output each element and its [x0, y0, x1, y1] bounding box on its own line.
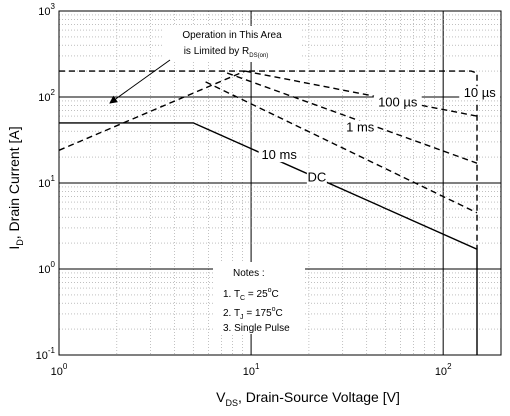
rds-annotation-line2: is Limited by RDS(on) — [184, 46, 269, 59]
y-axis-label-rest: , Drain Current [A] — [6, 126, 22, 239]
x-tick-label: 101 — [243, 362, 260, 378]
notes-item-3: 3. Single Pulse — [223, 323, 290, 334]
notes-item-1: 1. TC = 25oC — [223, 287, 279, 302]
notes-item-1-sub: C — [240, 295, 245, 302]
notes-box-background — [213, 262, 305, 334]
y-tick-label: 102 — [38, 88, 55, 104]
series-10-ms-line — [205, 81, 478, 214]
notes-item-1-unit: C — [272, 289, 279, 300]
rds-annotation-box — [164, 26, 302, 62]
plot-frame — [58, 10, 502, 356]
series-label-10-us: 10 µs — [464, 85, 497, 100]
series-label-bg-100-us — [373, 95, 422, 110]
x-axis-label-rest: , Drain-Source Voltage [V] — [238, 389, 400, 405]
series-label-1-ms: 1 ms — [346, 119, 375, 134]
y-tick-label: 101 — [38, 174, 55, 190]
series-label-bg-10-us — [459, 86, 501, 101]
notes-item-1-value: = 25 — [245, 289, 268, 300]
y-tick-labels: 10-1 100 101 102 103 — [36, 2, 56, 362]
notes-item-1-sup: o — [268, 287, 272, 294]
notes-item-2-prefix: 2. T — [223, 308, 240, 319]
x-axis-label-sub: DS — [225, 398, 238, 408]
series-label-dc: DC — [307, 169, 326, 184]
y-tick-label: 103 — [38, 2, 55, 18]
series-dc-line — [59, 122, 478, 355]
series-1-ms-line — [226, 72, 478, 164]
notes-title: Notes : — [233, 268, 265, 279]
x-axis-label: VDS, Drain-Source Voltage [V] — [216, 389, 400, 408]
notes-item-1-prefix: 1. T — [223, 289, 240, 300]
x-tick-label: 100 — [51, 362, 68, 378]
notes-item-2-unit: C — [276, 308, 283, 319]
series-label-bg-1-ms — [343, 120, 378, 135]
rds-annotation-line2-main: is Limited by R — [184, 46, 250, 57]
series-100-us-line — [244, 70, 478, 117]
series-label-10-ms: 10 ms — [261, 147, 297, 162]
x-axis-label-main: V — [216, 389, 226, 405]
y-tick-label: 100 — [38, 260, 55, 276]
y-axis-label-sub: D — [15, 239, 25, 246]
x-tick-label: 102 — [435, 362, 452, 378]
notes-item-2-sub: J — [240, 314, 244, 321]
notes-item-2: 2. TJ = 175oC — [223, 306, 283, 321]
series-label-bg-dc — [306, 170, 327, 185]
series-layer — [58, 70, 478, 355]
series-label-100-us: 100 µs — [378, 94, 418, 109]
rds-annotation-line1: Operation in This Area — [182, 30, 282, 41]
series-10-us-line — [59, 70, 478, 250]
notes-item-2-value: = 175 — [244, 308, 273, 319]
rds-limit-line — [58, 70, 246, 151]
series-label-bg-10-ms — [258, 148, 300, 163]
y-tick-label: 10-1 — [36, 346, 56, 362]
rds-annotation-line2-sub: DS(on) — [249, 53, 268, 59]
rds-annotation-arrow — [109, 59, 171, 104]
y-axis-label-main: I — [6, 246, 22, 250]
rds-annotation: Operation in This Area is Limited by RDS… — [109, 26, 302, 104]
x-tick-labels: 100 101 102 — [51, 362, 452, 378]
y-axis-label: ID, Drain Current [A] — [6, 126, 25, 249]
notes-item-2-sup: o — [272, 306, 276, 313]
notes-box: Notes : 1. TC = 25oC 2. TJ = 175oC 3. Si… — [213, 262, 305, 334]
